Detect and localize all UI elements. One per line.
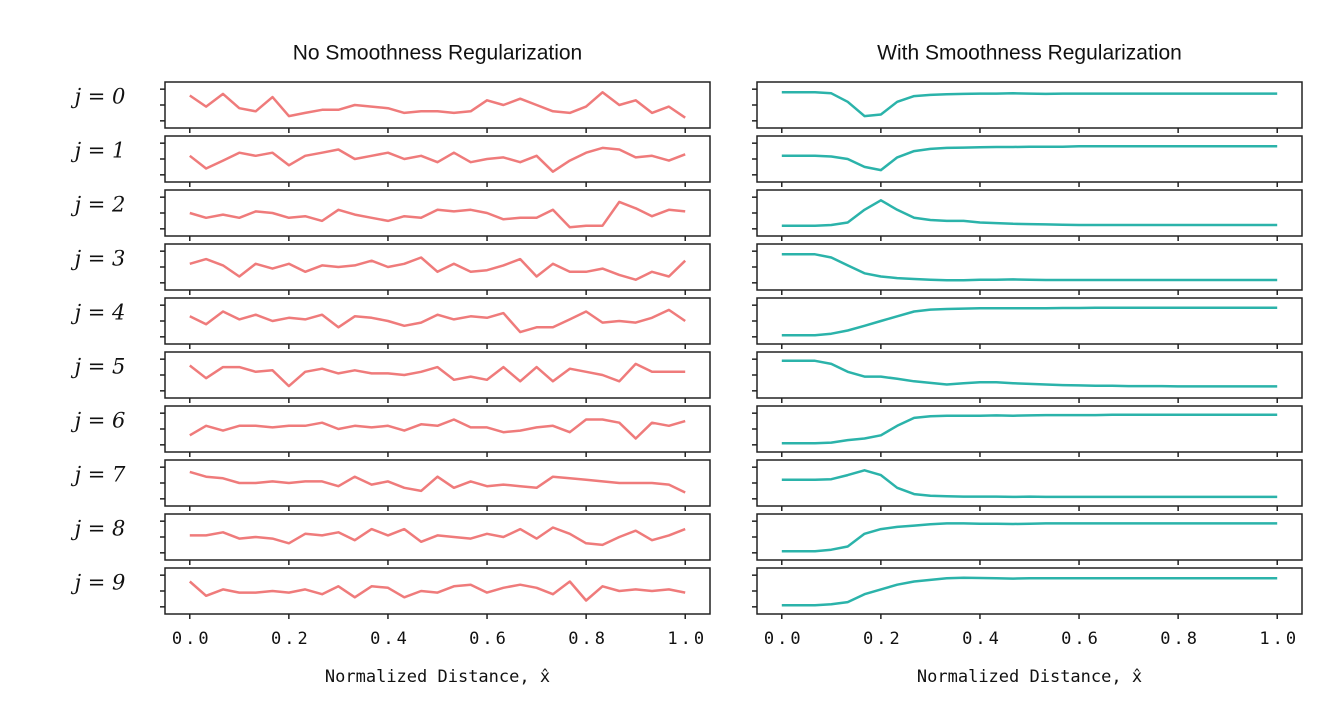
x-tick-label: 0.8	[568, 629, 608, 649]
series-line	[189, 308, 686, 334]
subplot-frame	[756, 351, 1303, 399]
subplot-frame	[164, 135, 711, 183]
x-tick-label: 0.0	[172, 629, 212, 649]
x-tick-label: 1.0	[1259, 629, 1299, 649]
series-line	[189, 362, 686, 388]
row-label: j = 3	[71, 247, 126, 271]
x-axis-label: Normalized Distance, x̂	[325, 667, 550, 687]
x-tick-label: 0.4	[370, 629, 410, 649]
x-tick-label: 0.0	[764, 629, 804, 649]
series-line	[189, 418, 686, 440]
subplot-frame	[164, 351, 711, 399]
series-line	[781, 199, 1278, 227]
subplot-frame	[164, 405, 711, 453]
subplot-frame	[756, 405, 1303, 453]
row-label: j = 1	[71, 139, 126, 163]
x-tick-label: 0.6	[469, 629, 509, 649]
subplot-frame	[756, 513, 1303, 561]
series-line	[189, 470, 686, 494]
x-axis-label: Normalized Distance, x̂	[917, 667, 1142, 687]
subplot-frame	[756, 189, 1303, 237]
series-line	[781, 91, 1278, 118]
series-line	[781, 522, 1278, 553]
x-tick-label: 0.4	[962, 629, 1002, 649]
x-tick-label: 0.6	[1061, 629, 1101, 649]
subplot-frame	[164, 81, 711, 129]
x-tick-label: 1.0	[667, 629, 707, 649]
x-tick-label: 0.2	[271, 629, 311, 649]
series-line	[781, 253, 1278, 282]
subplot-frame	[756, 459, 1303, 507]
series-line	[781, 145, 1278, 172]
row-label: j = 9	[71, 571, 126, 595]
row-label: j = 6	[71, 409, 126, 433]
row-label: j = 0	[71, 85, 126, 109]
row-label: j = 5	[71, 355, 126, 379]
row-label: j = 7	[71, 463, 126, 487]
subplot-frame	[756, 81, 1303, 129]
series-line	[189, 256, 687, 281]
subplot-frame	[164, 243, 711, 291]
series-line	[188, 580, 686, 602]
series-line	[781, 359, 1278, 388]
x-tick-label: 0.2	[863, 629, 903, 649]
row-label: j = 2	[71, 193, 126, 217]
x-tick-label: 0.8	[1160, 629, 1200, 649]
series-line	[781, 413, 1278, 445]
subplot-frame	[164, 189, 711, 237]
subplot-frame	[756, 297, 1303, 345]
series-line	[189, 146, 686, 173]
row-label: j = 4	[71, 301, 126, 325]
series-line	[189, 200, 686, 229]
panel-title: With Smoothness Regularization	[877, 42, 1182, 65]
series-line	[781, 306, 1278, 337]
panel-title: No Smoothness Regularization	[293, 42, 583, 65]
subplot-frame	[756, 135, 1303, 183]
subplot-frame	[756, 243, 1303, 291]
series-line	[781, 576, 1278, 607]
series-line	[189, 526, 686, 547]
series-line	[189, 91, 686, 119]
series-line	[781, 469, 1278, 499]
row-label: j = 8	[71, 517, 126, 541]
subplot-frame	[756, 567, 1303, 615]
